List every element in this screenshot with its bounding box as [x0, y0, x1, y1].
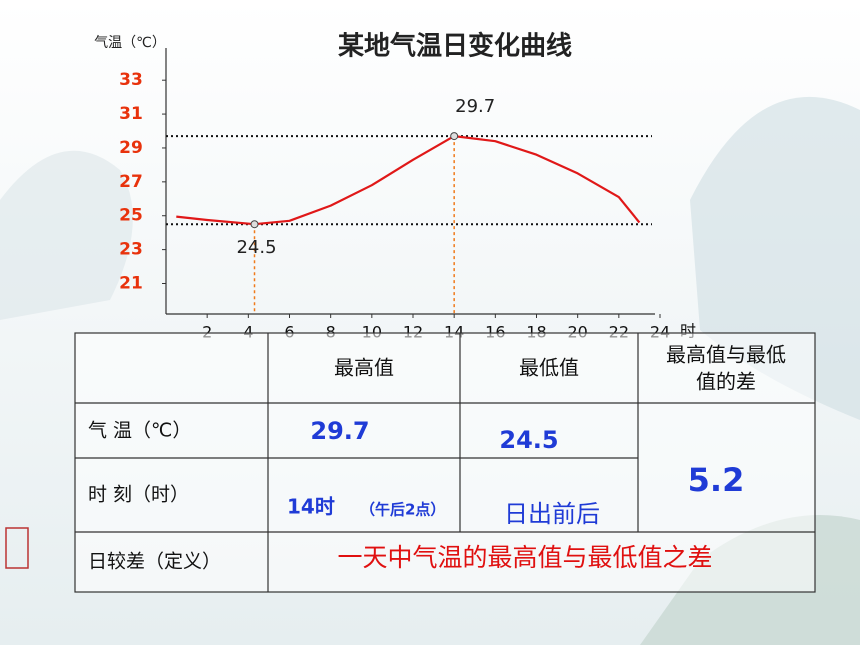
annotation-label: 24.5 — [236, 237, 276, 258]
table-value: 14时 — [287, 495, 335, 519]
table-value: （午后2点） — [360, 501, 445, 519]
y-tick-label: 25 — [119, 206, 143, 226]
table — [74, 332, 816, 593]
chart-title: 某地气温日变化曲线 — [338, 31, 572, 62]
y-tick-label: 23 — [119, 240, 143, 260]
table-border — [74, 332, 816, 593]
row-label: 气 温（℃） — [88, 420, 191, 442]
table-value: 24.5 — [499, 426, 558, 454]
y-tick-label: 21 — [119, 274, 143, 294]
y-tick-label: 29 — [119, 138, 143, 158]
table-header: 最高值与最低 — [666, 343, 786, 367]
mountain — [0, 150, 133, 320]
table-header: 最高值 — [334, 356, 394, 380]
table-header: 值的差 — [696, 370, 756, 394]
x-tick-label: 4 — [243, 323, 253, 342]
definition: 一天中气温的最高值与最低值之差 — [337, 543, 712, 572]
annotation-point — [250, 220, 259, 229]
row-label: 时 刻（时） — [88, 484, 189, 506]
table-value: 日出前后 — [504, 500, 600, 528]
x-tick-label: 2 — [202, 323, 212, 342]
row-label: 日较差（定义） — [88, 551, 221, 573]
y-axis-label: 气温（℃） — [94, 35, 166, 51]
table-value: 29.7 — [310, 417, 369, 445]
x-tick-label: 6 — [284, 323, 294, 342]
annotation-label: 29.7 — [455, 96, 495, 117]
y-tick-label: 33 — [119, 70, 143, 90]
x-tick-label: 8 — [326, 323, 336, 342]
table-header: 最低值 — [519, 356, 579, 380]
annotation-point — [450, 132, 459, 141]
difference: 5.2 — [688, 461, 745, 499]
seal — [5, 527, 29, 569]
y-tick-label: 27 — [119, 172, 143, 192]
y-tick-label: 31 — [119, 104, 143, 124]
